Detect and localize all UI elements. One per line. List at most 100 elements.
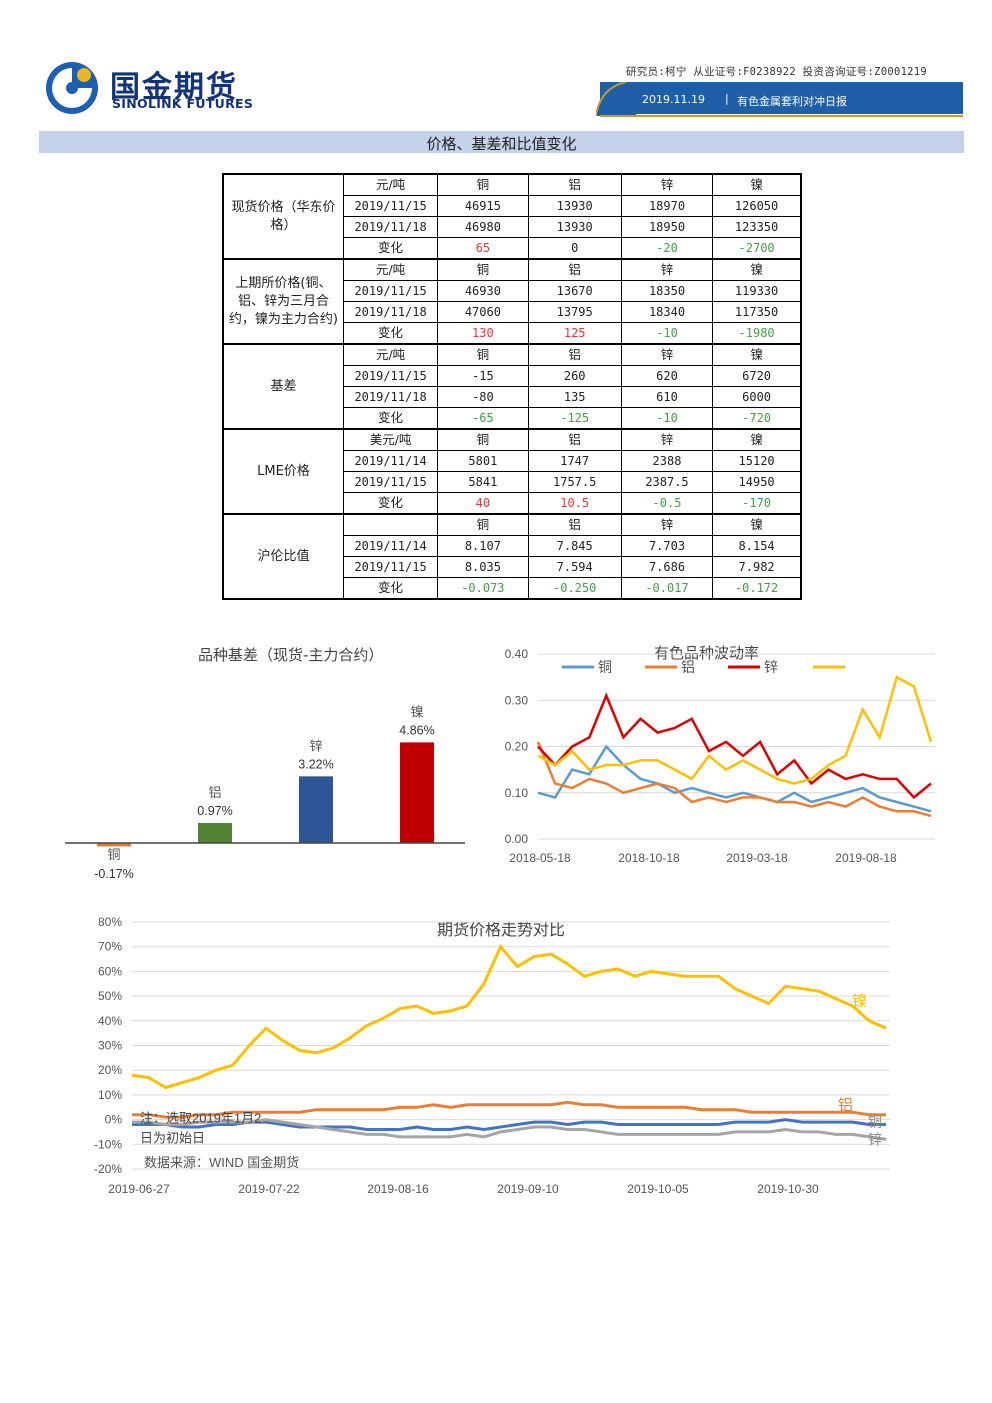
value-label: 0.97% (197, 804, 232, 818)
table-row: 2019/11/18 46980 13930 18950 123350 (223, 216, 802, 238)
value-cell: 8.107 (437, 535, 529, 557)
table-row: 沪伦比值 铜铝锌镍 (222, 513, 802, 600)
series-line (131, 943, 887, 1090)
value-cell: 18340 (620, 301, 714, 323)
value-cell: 5841 (437, 471, 529, 493)
table-row: LME价格 美元/吨铜铝锌镍 (222, 428, 802, 515)
table-row: 变化 40 10.5 -0.5 -170 (223, 492, 802, 515)
y-tick-label: 0.40 (505, 647, 529, 661)
metal-header: 铝 (527, 428, 622, 451)
table-row: 上期所价格(铜、铝、锌为三月合约，镍为主力合约) 元/吨铜铝锌镍 (222, 258, 802, 345)
metal-header: 镍 (712, 173, 802, 196)
change-label: 变化 (342, 577, 439, 600)
bar (97, 843, 131, 847)
change-cell: 125 (527, 322, 622, 345)
futures-trend-chart: 80% 70% 60% 50% 40% 30% 20% 10% 0% -10% -20% 2019-0… (94, 915, 890, 1196)
change-cell: -2700 (712, 237, 802, 260)
value-cell: 7.686 (620, 556, 714, 578)
change-cell: -720 (712, 407, 802, 430)
table-row: 2019/11/18 -80 135 610 6000 (223, 386, 802, 408)
metal-header: 镍 (712, 428, 802, 451)
date-cell: 2019/11/18 (342, 301, 439, 323)
series-line (537, 675, 933, 785)
value-cell: 2388 (620, 450, 714, 472)
x-tick-label: 2019-03-18 (726, 851, 788, 865)
section-bar (39, 131, 964, 153)
value-cell: 119330 (712, 280, 802, 302)
table-row: 2019/11/15 -15 260 620 6720 (223, 365, 802, 387)
header-bar (600, 82, 963, 114)
value-cell: 13670 (527, 280, 622, 302)
metal-header: 锌 (620, 343, 714, 366)
metal-header: 铜 (437, 428, 529, 451)
y-tick-label: -10% (94, 1137, 122, 1151)
change-label: 变化 (342, 322, 439, 345)
value-cell: 117350 (712, 301, 802, 323)
report-date: 2019.11.19 (642, 93, 705, 106)
metal-header: 锌 (620, 513, 714, 536)
value-cell: 18950 (620, 216, 714, 238)
value-cell: 47060 (437, 301, 529, 323)
value-label: -0.17% (94, 867, 134, 881)
metal-header: 铜 (437, 258, 529, 281)
value-cell: 8.035 (437, 556, 529, 578)
y-tick-label: 50% (98, 989, 122, 1003)
value-cell: 13795 (527, 301, 622, 323)
change-label: 变化 (342, 407, 439, 430)
group-label: 上期所价格(铜、铝、锌为三月合约，镍为主力合约) (222, 258, 344, 345)
metal-header: 铜 (437, 513, 529, 536)
brand-logo-icon (46, 62, 98, 114)
metal-header: 铝 (527, 173, 622, 196)
table-row: 2019/11/15 8.035 7.594 7.686 7.982 (223, 556, 802, 578)
change-cell: 10.5 (527, 492, 622, 515)
metal-header: 镍 (712, 343, 802, 366)
bar (198, 822, 232, 843)
unit-cell: 元/吨 (342, 173, 439, 196)
value-cell: 14950 (712, 471, 802, 493)
value-cell: 15120 (712, 450, 802, 472)
category-label: 锌 (309, 738, 322, 753)
series-label-aluminum: 铝 (838, 1097, 853, 1114)
group-label: LME价格 (222, 428, 344, 515)
bar (400, 742, 434, 843)
data-source: 数据来源：WIND 国金期货 (144, 1155, 299, 1170)
metal-header: 铝 (527, 258, 622, 281)
value-cell: 18350 (620, 280, 714, 302)
value-cell: 5801 (437, 450, 529, 472)
brand-name-en: SINOLINK FUTURES (112, 96, 254, 111)
section-title: 价格、基差和比值变化 (426, 135, 577, 153)
x-tick-label: 2018-05-18 (509, 851, 571, 865)
change-cell: 40 (437, 492, 529, 515)
change-cell: -125 (527, 407, 622, 430)
change-cell: -0.250 (527, 577, 622, 600)
y-tick-label: 70% (98, 940, 122, 954)
value-label: 3.22% (298, 757, 333, 771)
value-cell: 13930 (527, 216, 622, 238)
y-tick-label: -20% (94, 1162, 122, 1176)
metal-header: 铜 (437, 173, 529, 196)
table-row: 2019/11/15 46915 13930 18970 126050 (223, 195, 802, 217)
category-label: 镍 (410, 704, 423, 719)
date-cell: 2019/11/15 (342, 556, 439, 578)
metal-header: 锌 (620, 173, 714, 196)
change-cell: 0 (527, 237, 622, 260)
group-label: 现货价格（华东价格） (222, 173, 344, 260)
change-cell: -0.5 (620, 492, 714, 515)
y-tick-label: 0% (105, 1113, 123, 1127)
value-cell: 7.594 (527, 556, 622, 578)
date-cell: 2019/11/18 (342, 216, 439, 238)
metal-header: 锌 (620, 428, 714, 451)
value-cell: 135 (527, 386, 622, 408)
unit-cell: 美元/吨 (342, 428, 439, 451)
report-title: 有色金属套利对冲日报 (737, 95, 847, 108)
series-line (536, 741, 932, 818)
group-label: 基差 (222, 343, 344, 430)
value-cell: -15 (437, 365, 529, 387)
change-cell: -0.172 (712, 577, 802, 600)
change-cell: -0.017 (620, 577, 714, 600)
change-label: 变化 (342, 492, 439, 515)
x-tick-label: 2019-06-27 (108, 1182, 170, 1196)
value-cell: 7.982 (712, 556, 802, 578)
change-cell: -170 (712, 492, 802, 515)
date-cell: 2019/11/15 (342, 365, 439, 387)
